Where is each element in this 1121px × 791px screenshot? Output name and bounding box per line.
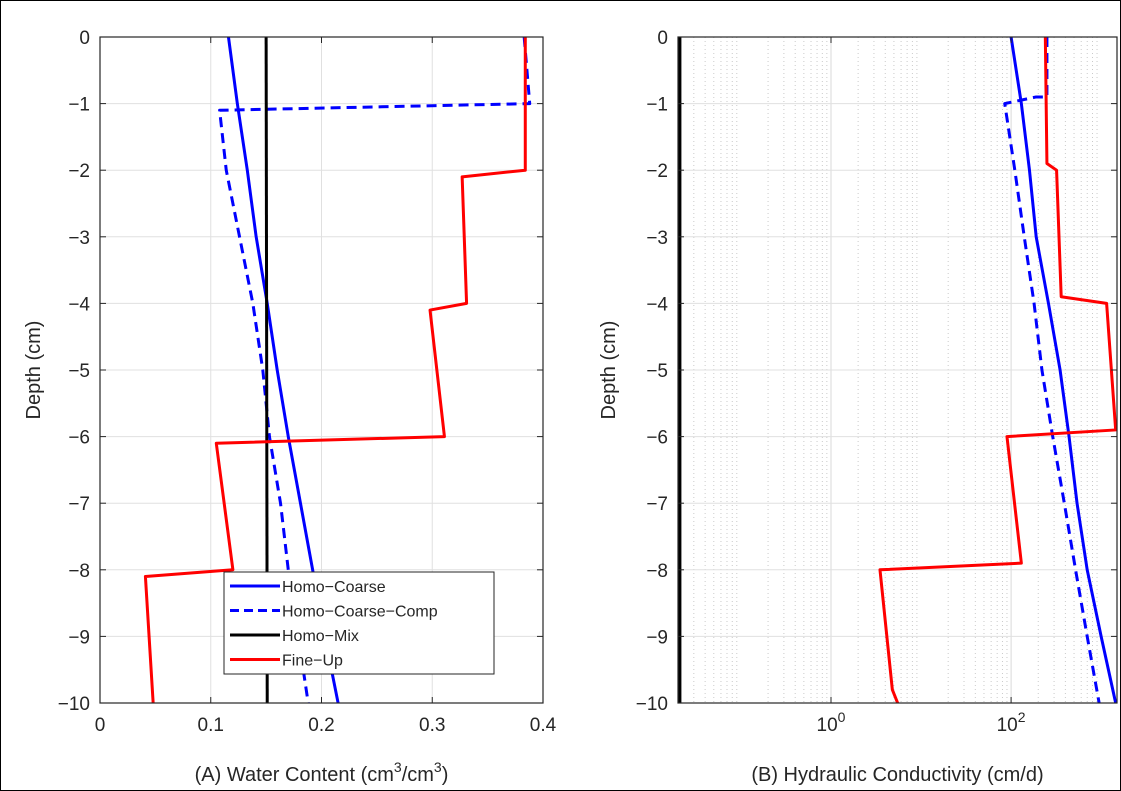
y-tick-label: −6 [646,428,668,449]
grid [678,36,1117,704]
legend-label: Homo−Coarse [282,579,386,596]
series-line-0 [1009,37,1117,703]
y-tick-label: −2 [68,161,90,182]
y-tick-label: −3 [68,228,90,249]
y-tick-label: −8 [68,561,90,582]
x-axis-label: (A) Water Content (cm3/cm3) [195,759,449,786]
y-tick-label: −1 [646,95,668,116]
y-tick-label: −6 [68,428,90,449]
y-tick-label: −5 [646,361,668,382]
x-tick-label: 100 [817,709,846,736]
x-tick-label: 0.1 [198,715,224,736]
ticks: 0−1−2−3−4−5−6−7−8−9−100 0.1 0.2 0.3 0.4 [58,28,557,736]
series-line-1 [1003,37,1101,703]
legend-label: Homo−Coarse−Comp [282,604,438,621]
y-tick-label: −10 [58,694,90,715]
legend-label: Homo−Mix [282,628,359,645]
y-tick-label: −4 [68,294,90,315]
y-tick-label: −7 [646,494,668,515]
y-tick-label: −2 [646,161,668,182]
x-tick-label: 102 [997,709,1026,736]
y-tick-label: −5 [68,361,90,382]
x-tick-label: 0 [95,715,106,736]
panel-a: 0−1−2−3−4−5−6−7−8−9−100 0.1 0.2 0.3 0.4(A) W… [23,28,557,786]
y-tick-label: −3 [646,228,668,249]
legend-box [223,571,495,675]
panel-b: 0 −1 −2 −3 −4 −5 −6 −7 −8 −9 −10 100 102 (B) Hydrauli… [598,28,1118,786]
x-axis-label: (B) Hydraulic Conductivity (cm/d) [751,764,1043,786]
y-tick-label: −7 [68,494,90,515]
y-tick-label: −4 [646,294,668,315]
series-line-3 [878,37,1117,703]
x-tick-label: 0.3 [419,715,445,736]
y-axis-label: Depth (cm) [598,321,620,420]
y-tick-label: −8 [646,561,668,582]
y-tick-label: −9 [646,627,668,648]
y-tick-label: 0 [657,28,668,49]
y-axis-label: Depth (cm) [23,321,45,420]
x-tick-label: 0.2 [308,715,334,736]
series-line-3 [143,37,527,703]
legend: Homo−Coarse Homo−Coarse−Comp Homo−Mix Fine−… [223,571,495,675]
ticks: 0 −1 −2 −3 −4 −5 −6 −7 −8 −9 −10 100 102 [636,28,1117,736]
x-tick-label: 0.4 [530,715,557,736]
y-tick-label: −10 [636,694,668,715]
y-tick-label: 0 [79,28,90,49]
y-tick-label: −9 [68,627,90,648]
y-tick-label: −1 [68,95,90,116]
legend-label: Fine−Up [282,653,343,670]
